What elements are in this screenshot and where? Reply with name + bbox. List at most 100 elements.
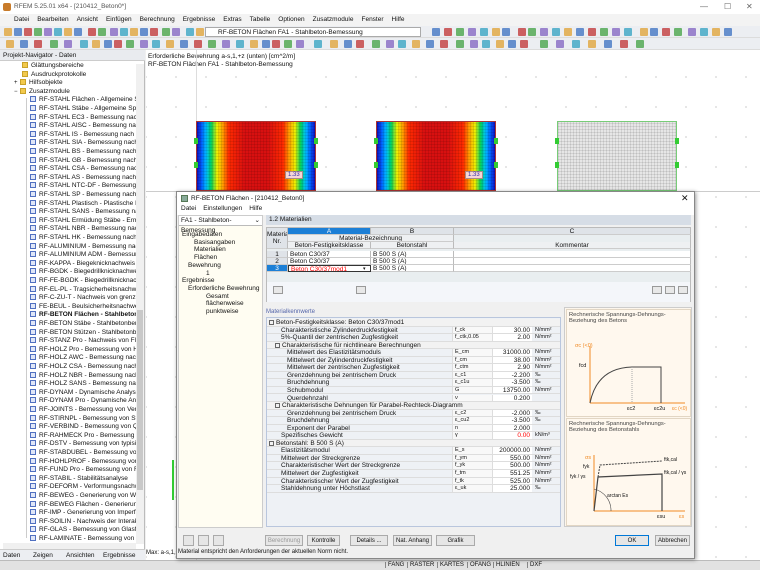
- toolbar-icon[interactable]: [140, 28, 148, 36]
- dialog-tree-item[interactable]: Eingabedaten: [182, 231, 223, 238]
- export-button[interactable]: [213, 535, 224, 546]
- module-case-combo[interactable]: RF-BETON Flächen FA1 - Stahlbeton-Bemess…: [205, 27, 421, 37]
- dialog-tree-item[interactable]: flächenweise: [206, 300, 244, 308]
- menu-einfügen[interactable]: Einfügen: [105, 16, 132, 23]
- menu-fenster[interactable]: Fenster: [361, 16, 384, 23]
- toolbar-icon[interactable]: [64, 40, 72, 48]
- toolbar-icon[interactable]: [130, 28, 138, 36]
- dialog-tree-item[interactable]: Materialien: [194, 246, 226, 254]
- navigator-module-item[interactable]: RF-STAHL IS - Bemessung nach IS: [30, 130, 136, 140]
- toolbar-icon[interactable]: [612, 28, 620, 36]
- surface-3[interactable]: [555, 121, 679, 191]
- national-annex-button[interactable]: Nat. Anhang: [393, 535, 432, 546]
- property-value[interactable]: 38.00: [492, 356, 532, 364]
- dialog-tree-item[interactable]: Gesamt: [206, 292, 229, 300]
- navigator-folder-3[interactable]: − Zusatzmodule: [14, 87, 149, 97]
- toolbar-icon[interactable]: [250, 40, 258, 48]
- property-value[interactable]: 30.00: [492, 326, 532, 334]
- toolbar-icon[interactable]: [208, 40, 216, 48]
- tab-ansichten[interactable]: Ansichten: [66, 552, 95, 559]
- close-button[interactable]: ✕: [746, 2, 753, 11]
- concrete-class-cell[interactable]: Beton C30/37mod1: [288, 265, 371, 272]
- rebar-steel-cell[interactable]: B 500 S (A): [371, 251, 454, 258]
- toolbar-icon[interactable]: [398, 40, 406, 48]
- toolbar-icon[interactable]: [620, 40, 628, 48]
- toolbar-icon[interactable]: [172, 28, 180, 36]
- toolbar-icon[interactable]: [152, 40, 160, 48]
- toolbar-icon[interactable]: [14, 28, 22, 36]
- menu-zusatzmodule[interactable]: Zusatzmodule: [312, 16, 354, 23]
- toolbar-icon[interactable]: [166, 40, 174, 48]
- toolbar-icon[interactable]: [604, 40, 612, 48]
- navigator-module-item[interactable]: RF-HOHLPROF - Bemessung von Ho: [30, 457, 136, 467]
- navigator-module-item[interactable]: RF-DYNAM - Dynamische Analyse (B: [30, 388, 136, 398]
- check-button[interactable]: Kontrolle: [307, 535, 340, 546]
- property-value[interactable]: 550.00: [492, 454, 532, 462]
- props-group-row[interactable]: Charakteristische Dehnungen für Parabel-…: [267, 402, 560, 410]
- navigator-module-item[interactable]: RF-STAHL AISC - Bemessung nach AI: [30, 122, 136, 131]
- toolbar-icon[interactable]: [492, 28, 500, 36]
- navigator-scroll-thumb[interactable]: [137, 310, 143, 490]
- toolbar-icon[interactable]: [180, 40, 188, 48]
- navigator-folder-1[interactable]: Ausdruckprotokolle: [22, 70, 157, 80]
- toolbar-icon[interactable]: [284, 40, 292, 48]
- property-value[interactable]: 0.00: [492, 432, 532, 439]
- toolbar-icon[interactable]: [44, 28, 52, 36]
- navigator-module-item[interactable]: RF-STAHL NTC-DF - Bemessung nach: [30, 182, 136, 191]
- toolbar-icon[interactable]: [4, 28, 12, 36]
- toolbar-icon[interactable]: [588, 40, 596, 48]
- toolbar-icon[interactable]: [412, 40, 420, 48]
- toolbar-icon[interactable]: [636, 40, 644, 48]
- navigator-module-item[interactable]: RF-HOLZ Pro - Bemessung von Holz: [30, 345, 136, 355]
- property-value[interactable]: 500.00: [492, 462, 532, 469]
- toolbar-icon[interactable]: [576, 28, 584, 36]
- toolbar-icon[interactable]: [296, 40, 304, 48]
- concrete-class-cell[interactable]: Beton C30/37: [288, 258, 371, 265]
- dialog-tree-item[interactable]: Erforderliche Bewehrung: [188, 284, 260, 292]
- property-value[interactable]: 0.200: [492, 394, 532, 402]
- collapse-icon[interactable]: [269, 440, 274, 446]
- ok-button[interactable]: OK: [615, 535, 649, 546]
- navigator-module-item[interactable]: RF-DSTV - Bemessung von typisierter: [30, 440, 136, 449]
- tab-ergebnisse[interactable]: Ergebnisse: [103, 552, 136, 559]
- toolbar-icon[interactable]: [468, 28, 476, 36]
- toolbar-icon[interactable]: [24, 28, 32, 36]
- navigator-module-item[interactable]: RF-STANZ Pro - Nachweis von Fläche: [30, 337, 136, 346]
- toolbar-icon[interactable]: [540, 40, 548, 48]
- library-button[interactable]: [356, 286, 366, 294]
- navigator-module-item[interactable]: RF-FUND Pro - Bemessung von Fund: [30, 466, 136, 475]
- toolbar-icon[interactable]: [700, 28, 708, 36]
- comment-cell[interactable]: [454, 265, 691, 272]
- toolbar-icon[interactable]: [34, 28, 42, 36]
- property-value[interactable]: 551.25: [492, 470, 532, 477]
- props-group-row[interactable]: Beton-Festigkeitsklasse: Beton C30/37mod…: [267, 319, 560, 327]
- toolbar-icon[interactable]: [222, 40, 230, 48]
- toolbar-icon[interactable]: [98, 28, 106, 36]
- navigator-module-item[interactable]: RF-DEFORM - Verformungsnachweis: [30, 483, 136, 492]
- props-group-row[interactable]: Betonstahl: B 500 S (A): [267, 439, 560, 448]
- navigator-module-item[interactable]: RF-STAHL CSA - Bemessung nach CS: [30, 165, 136, 174]
- property-value[interactable]: 2.90: [492, 364, 532, 371]
- menu-datei[interactable]: Datei: [14, 16, 30, 23]
- navigator-module-item[interactable]: RF-GLAS - Bemessung von Glasfläche: [30, 526, 136, 535]
- details-button[interactable]: Details ...: [350, 535, 388, 546]
- property-value[interactable]: 13750.00: [492, 386, 532, 394]
- dropdown-arrow-icon[interactable]: ▾: [363, 266, 366, 272]
- graphic-button[interactable]: Grafik: [436, 535, 475, 546]
- navigator-module-item[interactable]: RF-STAHL SANS - Bemessung nach S: [30, 208, 136, 217]
- property-value[interactable]: 200000.00: [492, 447, 532, 454]
- toolbar-icon[interactable]: [640, 28, 648, 36]
- navigator-module-item[interactable]: RF-STAHL HK - Bemessung nach HK: [30, 234, 136, 243]
- toolbar-icon[interactable]: [528, 28, 536, 36]
- navigator-module-item[interactable]: RF-STABDÜBEL - Bemessung von Sta: [30, 449, 136, 458]
- navigator-module-item[interactable]: RF-STAHL SP - Bemessung nach SP: [30, 191, 136, 200]
- toolbar-icon[interactable]: [104, 40, 112, 48]
- export-table-button[interactable]: [678, 286, 688, 294]
- toolbar-icon[interactable]: [88, 28, 96, 36]
- toolbar-icon[interactable]: [712, 28, 720, 36]
- help-button[interactable]: [183, 535, 194, 546]
- toolbar-icon[interactable]: [356, 40, 364, 48]
- comment-cell[interactable]: [454, 251, 691, 258]
- status-toggle-raster[interactable]: RASTER: [407, 562, 436, 568]
- status-toggle-dxf[interactable]: DXF: [527, 562, 544, 568]
